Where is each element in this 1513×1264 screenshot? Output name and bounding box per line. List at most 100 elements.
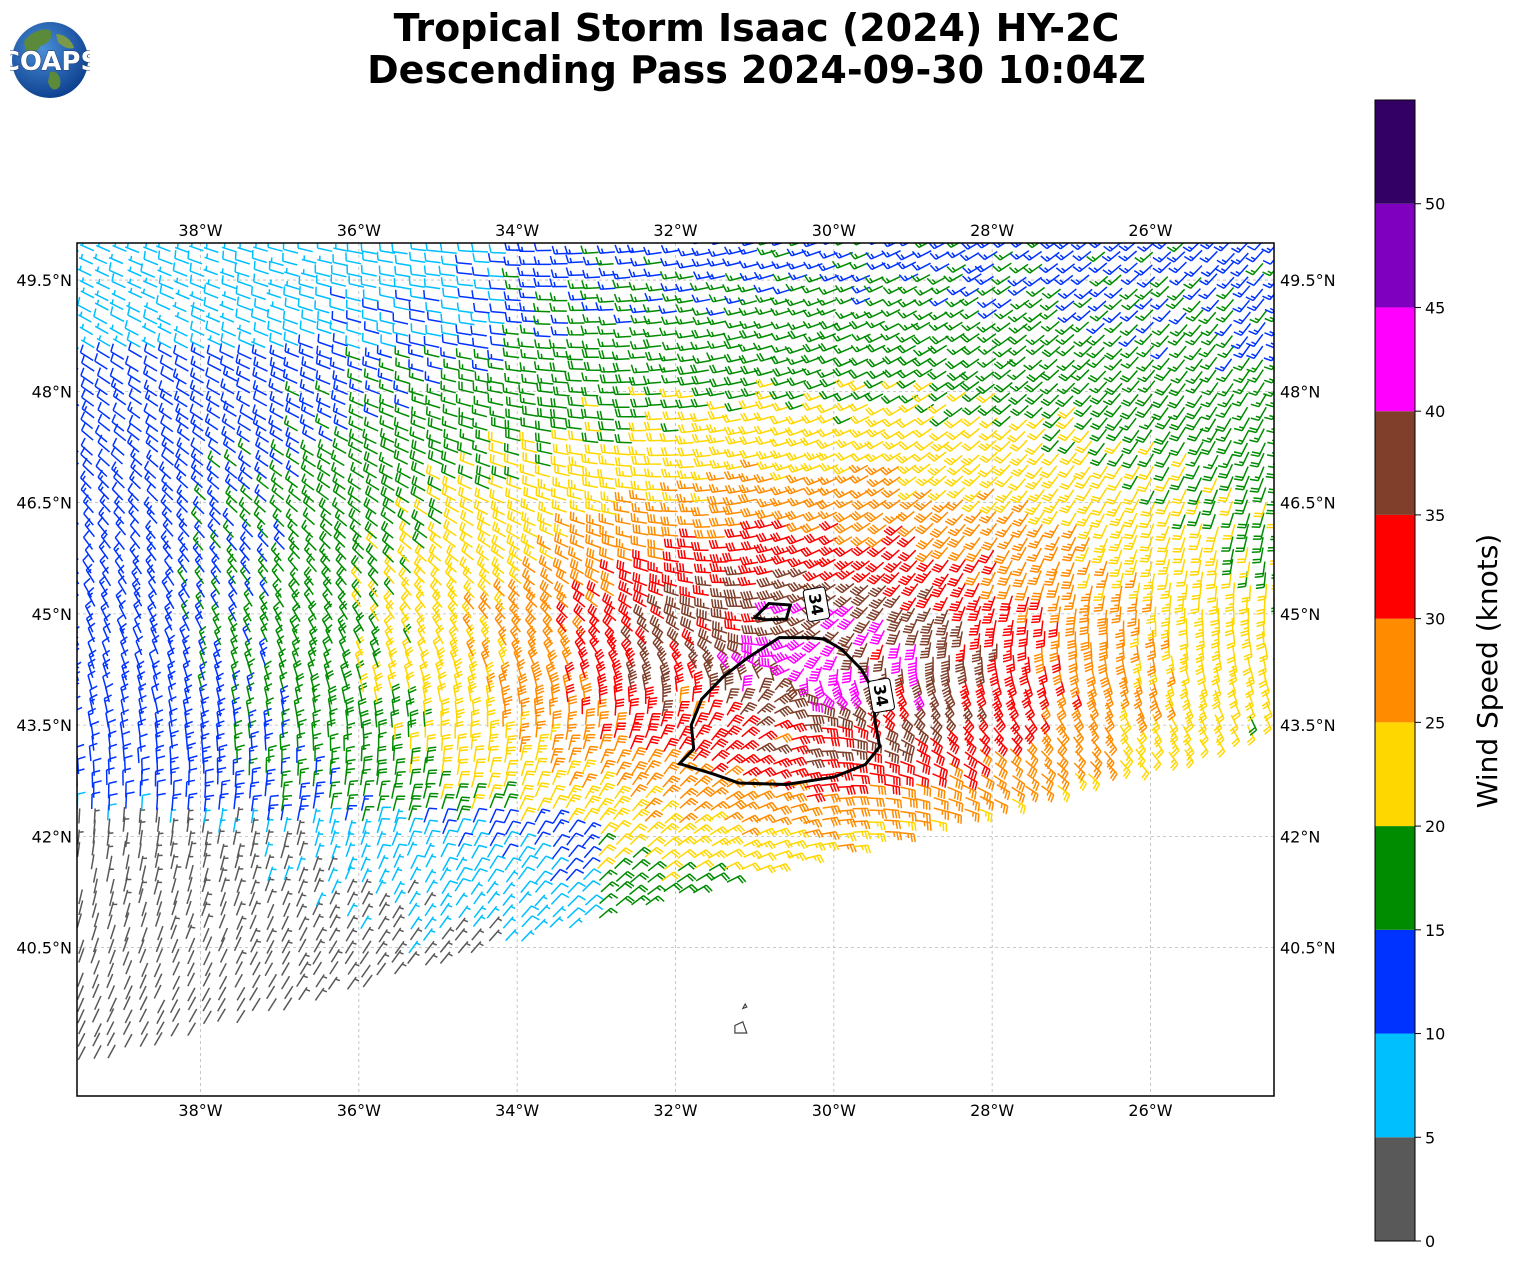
wind-barb bbox=[332, 402, 348, 419]
wind-barb bbox=[615, 467, 633, 478]
wind-barb bbox=[835, 582, 855, 594]
wind-barb bbox=[1090, 501, 1107, 516]
wind-barb bbox=[473, 783, 487, 799]
wind-barb bbox=[785, 451, 806, 462]
wind-barb bbox=[1040, 701, 1051, 722]
wind-barb bbox=[951, 631, 963, 648]
wind-barb bbox=[235, 925, 243, 940]
wind-barb bbox=[159, 388, 174, 406]
wind-barb bbox=[927, 475, 947, 487]
wind-barb bbox=[1138, 713, 1148, 734]
wind-barb bbox=[1057, 772, 1070, 791]
wind-barb bbox=[848, 261, 869, 270]
wind-barb bbox=[837, 785, 856, 795]
wind-barb bbox=[644, 797, 663, 810]
wind-barb bbox=[177, 553, 188, 573]
wind-barb bbox=[106, 866, 114, 882]
wind-barb bbox=[724, 619, 741, 631]
wind-barb bbox=[130, 529, 141, 550]
wind-barb bbox=[169, 743, 179, 762]
wind-barb bbox=[799, 437, 820, 447]
wind-barb bbox=[582, 833, 600, 847]
wind-barb bbox=[1106, 453, 1124, 467]
lon-tick-label-top: 38°W bbox=[178, 221, 222, 240]
wind-barb bbox=[882, 298, 903, 307]
wind-barb bbox=[1249, 466, 1265, 482]
wind-barb bbox=[362, 428, 377, 445]
wind-barb bbox=[611, 351, 630, 361]
wind-barb bbox=[1168, 442, 1186, 457]
wind-barb bbox=[97, 219, 111, 228]
wind-barb bbox=[459, 497, 474, 514]
lat-tick-label-right: 42°N bbox=[1280, 827, 1320, 846]
wind-barb bbox=[329, 914, 341, 929]
wind-barb bbox=[927, 311, 948, 321]
wind-barb bbox=[806, 734, 826, 745]
wind-barb bbox=[1090, 488, 1107, 503]
wind-barb bbox=[268, 279, 283, 289]
wind-barb bbox=[706, 529, 725, 539]
wind-barb bbox=[456, 733, 467, 751]
wind-barb bbox=[393, 880, 405, 895]
wind-barb bbox=[705, 434, 725, 444]
wind-barb bbox=[1121, 440, 1139, 455]
wind-barb bbox=[1024, 466, 1043, 480]
wind-barb bbox=[1155, 525, 1170, 542]
wind-barb bbox=[257, 553, 269, 573]
wind-barb bbox=[315, 482, 330, 501]
wind-barb bbox=[448, 624, 458, 645]
wind-barb bbox=[692, 482, 711, 492]
wind-barb bbox=[56, 674, 63, 693]
wind-barb bbox=[946, 264, 966, 274]
wind-barb bbox=[649, 614, 663, 633]
wind-barb bbox=[118, 599, 127, 620]
wind-barb bbox=[1185, 332, 1203, 346]
wind-barb bbox=[427, 521, 442, 539]
wind-barb bbox=[675, 304, 695, 313]
wind-barb bbox=[351, 587, 362, 608]
wind-barb bbox=[1035, 631, 1046, 649]
wind-barb bbox=[1216, 383, 1234, 397]
wind-barb bbox=[679, 774, 699, 787]
wind-barb bbox=[508, 601, 520, 621]
wind-barb bbox=[1157, 537, 1171, 553]
wind-barb bbox=[188, 755, 198, 774]
wind-barb bbox=[161, 436, 175, 455]
wind-barb bbox=[442, 404, 458, 418]
wind-barb bbox=[850, 762, 868, 774]
wind-barb bbox=[109, 324, 124, 336]
wind-barb bbox=[754, 600, 774, 612]
wind-barb bbox=[267, 320, 283, 336]
wind-barb bbox=[1091, 739, 1102, 759]
wind-barb bbox=[941, 655, 951, 673]
wind-barb bbox=[106, 973, 114, 989]
wind-barb bbox=[872, 655, 885, 672]
wind-barb bbox=[269, 332, 284, 348]
wind-barb bbox=[818, 570, 839, 582]
wind-barb bbox=[121, 730, 131, 750]
wind-barb bbox=[82, 553, 92, 574]
wind-barb bbox=[312, 950, 322, 965]
wind-barb bbox=[912, 381, 933, 392]
wind-barb bbox=[455, 231, 472, 240]
wind-barb bbox=[1151, 323, 1170, 336]
wind-barb bbox=[190, 301, 205, 313]
wind-barb bbox=[820, 841, 840, 851]
wind-barb bbox=[740, 687, 756, 703]
wind-barb bbox=[993, 727, 1005, 747]
wind-barb bbox=[916, 726, 929, 745]
wind-barb bbox=[935, 620, 950, 636]
wind-barb bbox=[1102, 335, 1122, 348]
wind-barb bbox=[204, 936, 213, 951]
wind-barb bbox=[269, 494, 282, 513]
wind-barb bbox=[614, 785, 632, 800]
wind-barb bbox=[1052, 666, 1063, 686]
wind-barb bbox=[963, 537, 981, 551]
wind-barb bbox=[266, 308, 282, 323]
wind-barb bbox=[297, 938, 307, 953]
wind-barb bbox=[92, 1032, 101, 1047]
wind-barb bbox=[644, 809, 664, 822]
wind-barb bbox=[786, 377, 807, 387]
wind-barb bbox=[111, 414, 125, 432]
wind-barb bbox=[550, 398, 568, 409]
